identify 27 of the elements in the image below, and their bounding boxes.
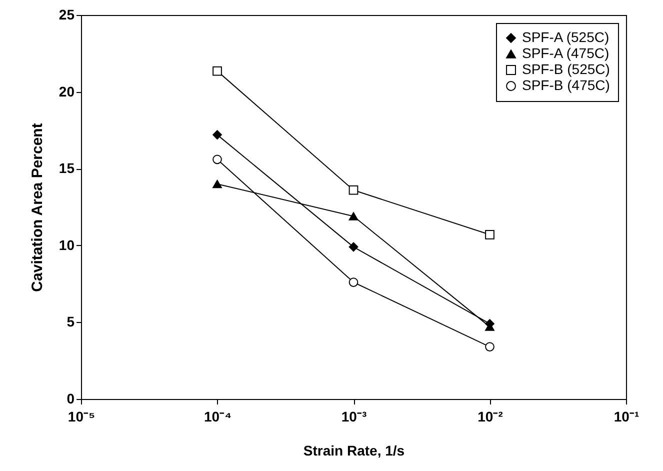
point	[212, 180, 222, 188]
y-tick-label: 10	[58, 236, 75, 253]
legend-label: SPF-B (475C)	[522, 77, 610, 93]
point	[485, 230, 494, 240]
x-tick-label: 10⁻²	[478, 408, 504, 424]
y-tick-label: 20	[58, 83, 75, 100]
y-tick-label: 15	[58, 160, 75, 176]
point	[212, 66, 222, 76]
x-tick-label: 10⁻¹	[614, 408, 640, 424]
point	[348, 185, 358, 195]
point	[212, 154, 222, 164]
point	[348, 242, 358, 252]
y-tick-label: 25	[58, 6, 75, 22]
x-tick-label: 10⁻³	[341, 408, 367, 424]
legend-label: SPF-B (525C)	[522, 61, 610, 77]
x-axis-title: Strain Rate, 1/s	[303, 442, 405, 458]
x-tick-label: 10⁻⁴	[204, 408, 232, 424]
legend-label: SPF-A (475C)	[522, 45, 610, 61]
point	[348, 278, 358, 287]
point	[485, 342, 494, 352]
x-tick-label: 10⁻⁵	[68, 408, 96, 424]
y-axis-title: Cavitation Area Percent	[28, 123, 46, 292]
point	[348, 212, 358, 220]
point	[212, 130, 222, 140]
y-tick-label: 0	[66, 390, 75, 406]
legend-label: SPF-A (525C)	[522, 29, 610, 45]
y-tick-label: 5	[66, 314, 75, 330]
